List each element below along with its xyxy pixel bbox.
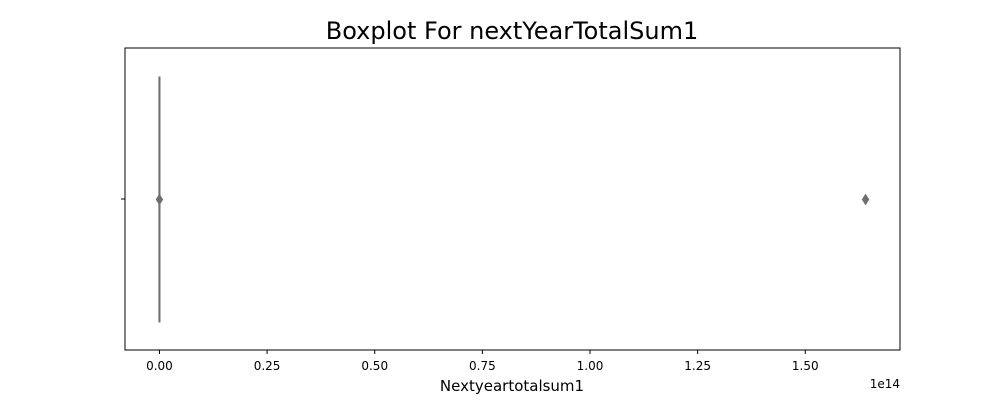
x-axis-ticks: 0.00 0.25 0.50 0.75 1.00 1.25 1.50 bbox=[146, 350, 819, 373]
plot-area bbox=[124, 47, 901, 351]
box-series bbox=[155, 76, 870, 323]
x-tick-label: 1.25 bbox=[684, 359, 711, 373]
outlier-point bbox=[861, 193, 870, 206]
x-axis-label: Nextyeartotalsum1 bbox=[440, 377, 584, 395]
x-tick-label: 1.00 bbox=[577, 359, 604, 373]
x-tick-label: 0.00 bbox=[146, 359, 173, 373]
outlier-point bbox=[155, 193, 164, 206]
x-tick-label: 1.50 bbox=[792, 359, 819, 373]
chart-title: Boxplot For nextYearTotalSum1 bbox=[326, 17, 699, 45]
x-tick-label: 0.50 bbox=[361, 359, 388, 373]
x-tick-label: 0.25 bbox=[254, 359, 281, 373]
x-axis-offset-label: 1e14 bbox=[870, 377, 900, 391]
x-tick-label: 0.75 bbox=[469, 359, 496, 373]
